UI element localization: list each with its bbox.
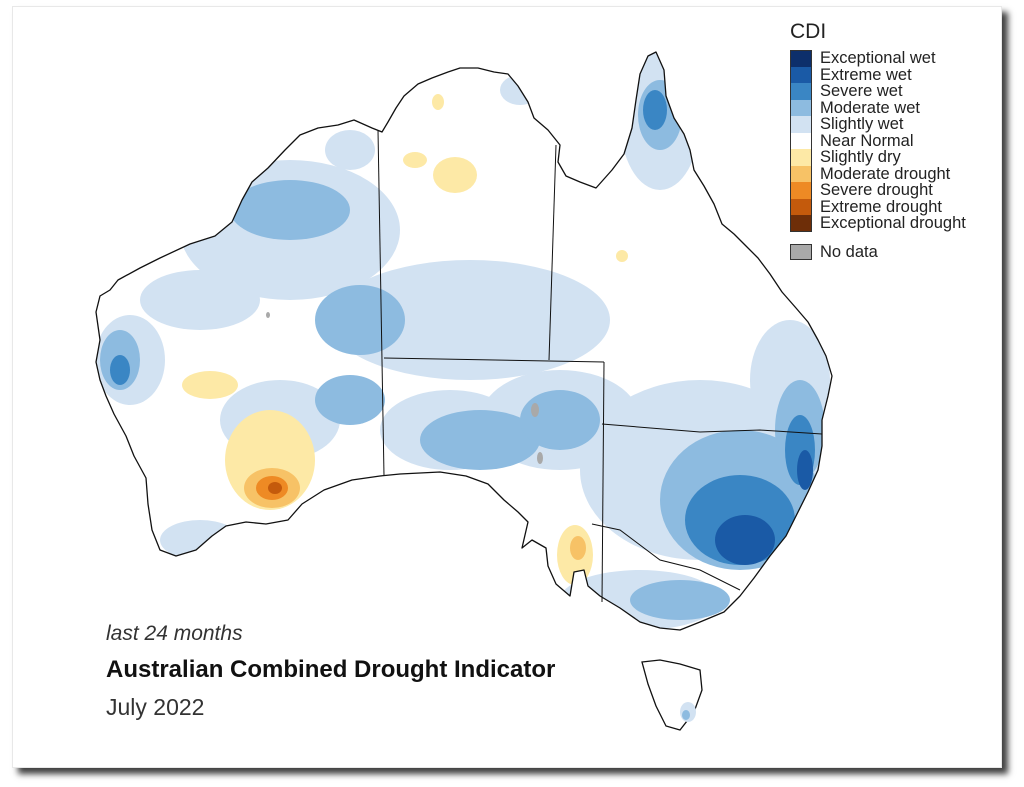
legend-row: Extreme wet: [790, 65, 966, 84]
legend-label: Slightly wet: [820, 115, 904, 134]
legend-swatch: [790, 99, 812, 116]
legend-label: Slightly dry: [820, 148, 901, 167]
legend-row: Moderate wet: [790, 98, 966, 117]
legend-label: Severe drought: [820, 181, 933, 200]
legend-swatch: [790, 149, 812, 166]
legend-label: Extreme drought: [820, 197, 942, 216]
legend-scale: Exceptional wet Extreme wet Severe wet Mode…: [790, 50, 966, 232]
legend-row: Severe wet: [790, 83, 966, 100]
legend-label: Moderate drought: [820, 164, 951, 183]
legend-swatch: [790, 215, 812, 232]
legend-row: Exceptional drought: [790, 215, 966, 232]
legend-row: Severe drought: [790, 182, 966, 199]
cdi-legend: CDI Exceptional wet Extreme wet Severe wet…: [790, 20, 966, 260]
legend-row: Near Normal: [790, 131, 966, 150]
mainland-coastline: [95, 51, 833, 631]
no-data-label: No data: [820, 242, 878, 261]
legend-swatch: [790, 66, 812, 83]
legend-row: Slightly wet: [790, 116, 966, 133]
legend-label: Near Normal: [820, 131, 914, 150]
cdi-shading: [96, 52, 830, 630]
legend-label: Moderate wet: [820, 98, 920, 117]
legend-row: Moderate drought: [790, 164, 966, 183]
no-data-swatch: [790, 243, 812, 260]
legend-swatch: [790, 50, 812, 67]
state-borders: [377, 129, 823, 603]
legend-swatch: [790, 116, 812, 133]
legend-swatch: [790, 182, 812, 199]
legend-row: Slightly dry: [790, 149, 966, 166]
legend-label: Exceptional drought: [820, 214, 966, 233]
legend-label: Exceptional wet: [820, 49, 936, 68]
legend-swatch: [790, 165, 812, 182]
legend-row: Exceptional wet: [790, 50, 966, 67]
legend-swatch: [790, 83, 812, 100]
caption-period: last 24 months: [106, 622, 243, 645]
caption-date: July 2022: [106, 694, 205, 720]
legend-title: CDI: [790, 20, 827, 43]
legend-label: Extreme wet: [820, 65, 912, 84]
legend-swatch: [790, 198, 812, 215]
caption-title: Australian Combined Drought Indicator: [106, 656, 556, 683]
legend-swatch: [790, 132, 812, 149]
legend-no-data: No data: [790, 242, 966, 261]
legend-label: Severe wet: [820, 82, 903, 101]
legend-row: Extreme drought: [790, 197, 966, 216]
